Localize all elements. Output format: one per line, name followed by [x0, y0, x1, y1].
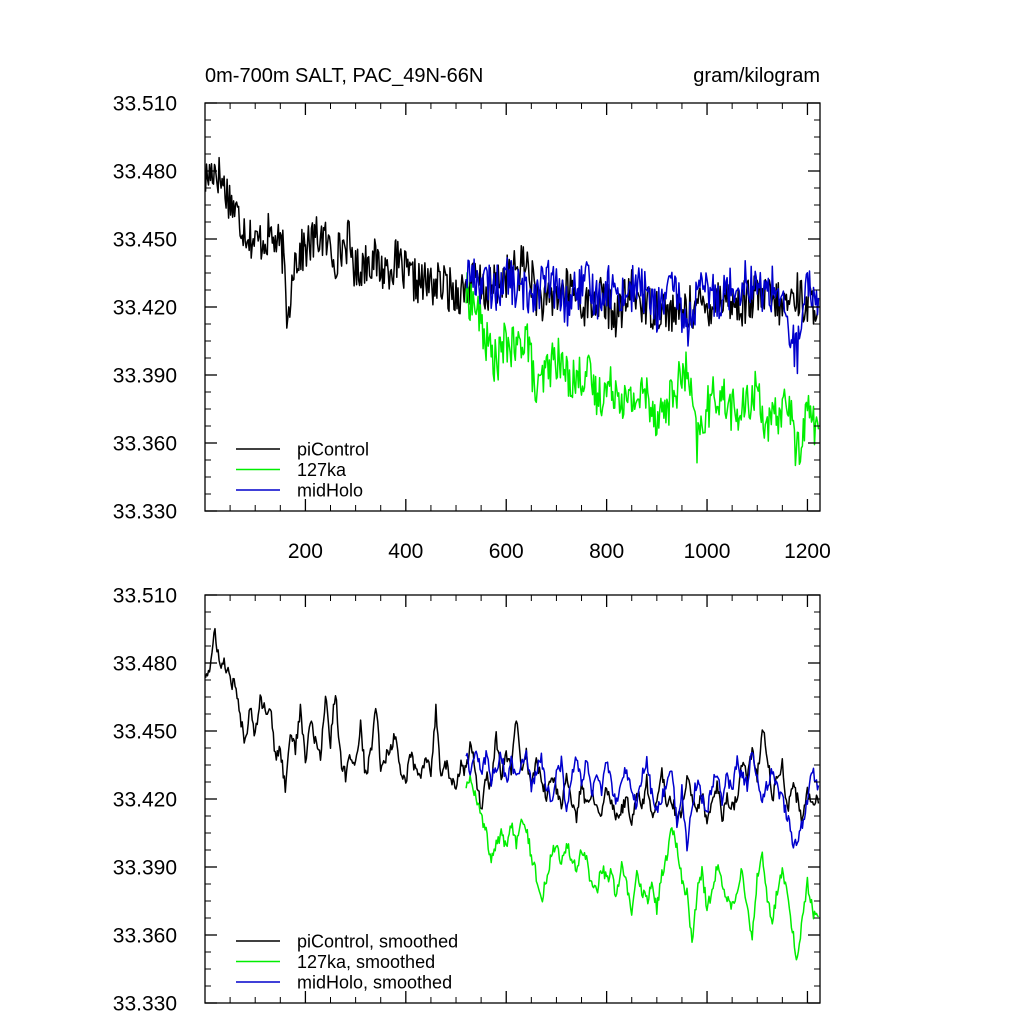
legend-label: midHolo, smoothed [297, 973, 452, 993]
series-line-127ka-smoothed [465, 774, 820, 961]
legend-label: 127ka [297, 460, 347, 480]
legend-label: midHolo [297, 481, 363, 501]
bottom-chart-panel: 33.330 33.360 33.390 33.420 33.450 33.480 33.5… [113, 585, 821, 1016]
y-tick-label: 33.390 [113, 365, 177, 388]
units-label: gram/kilogram [693, 65, 820, 87]
legend-label: piControl, smoothed [297, 932, 458, 952]
y-tick-label: 33.510 [113, 585, 177, 608]
x-tick-label: 1000 [684, 540, 731, 563]
x-tick-label: 200 [288, 540, 323, 563]
legend-label: 127ka, smoothed [297, 952, 435, 972]
y-tick-label: 33.390 [113, 857, 177, 880]
y-tick-label: 33.360 [113, 433, 177, 456]
y-tick-label: 33.420 [113, 297, 177, 320]
series-line-picontrol-smoothed [204, 627, 820, 826]
axes-layer: 33.330 33.360 33.390 33.420 33.450 33.480 33.5… [113, 93, 831, 564]
x-tick-label: 600 [489, 540, 524, 563]
series-layer [204, 627, 820, 961]
y-tick-label: 33.330 [113, 501, 177, 524]
x-tick-label: 800 [589, 540, 624, 563]
top-chart-panel: 0m-700m SALT, PAC_49N-66N gram/kilogram … [113, 65, 831, 563]
y-tick-label: 33.480 [113, 653, 177, 676]
series-line-midholo-smoothed [465, 749, 820, 852]
axes-layer: 33.330 33.360 33.390 33.420 33.450 33.480 33.5… [113, 585, 820, 1016]
series-layer [204, 156, 820, 467]
y-tick-label: 33.450 [113, 721, 177, 744]
x-tick-label: 400 [388, 540, 423, 563]
y-tick-label: 33.420 [113, 789, 177, 812]
chart-title: 0m-700m SALT, PAC_49N-66N [205, 65, 483, 87]
y-tick-label: 33.480 [113, 161, 177, 184]
y-tick-label: 33.360 [113, 925, 177, 948]
series-line-127ka [465, 272, 820, 467]
y-tick-label: 33.510 [113, 93, 177, 116]
y-tick-label: 33.450 [113, 229, 177, 252]
y-tick-label: 33.330 [113, 993, 177, 1016]
series-line-picontrol [204, 156, 820, 338]
x-tick-label: 1200 [784, 540, 831, 563]
series-line-midholo [465, 257, 820, 375]
legend-label: piControl [297, 440, 369, 460]
